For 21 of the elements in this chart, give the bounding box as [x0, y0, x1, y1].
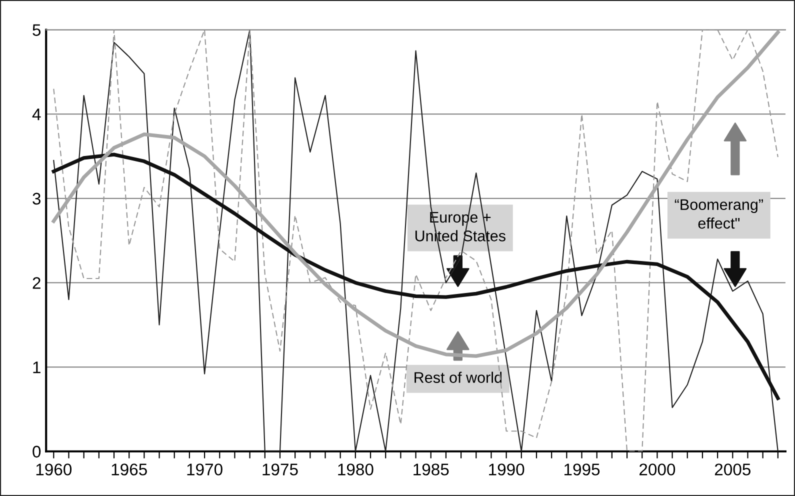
x-tick-label: 1965 — [112, 464, 147, 476]
x-tick-label: 1975 — [262, 464, 298, 476]
x-tick-label: 1970 — [187, 464, 222, 476]
line-series — [52, 152, 780, 400]
x-tick-label: 1990 — [489, 464, 524, 476]
y-tick-label: 3 — [32, 192, 41, 205]
annotation: Rest of world — [414, 372, 502, 383]
x-tick-label: 2000 — [640, 464, 676, 476]
y-tick-label: 4 — [32, 108, 41, 120]
x-tick-label: 1980 — [338, 464, 374, 476]
x-tick-label: 1985 — [414, 464, 449, 476]
line-series — [53, 30, 778, 452]
x-tick-label: 2005 — [714, 464, 750, 476]
x-tick-label: 1960 — [36, 464, 72, 476]
line-series — [52, 30, 780, 358]
y-tick-label: 5 — [32, 24, 41, 36]
y-tick-label: 2 — [32, 277, 40, 289]
y-tick-label: 1 — [33, 362, 40, 374]
x-tick-label: 1995 — [564, 464, 600, 476]
annotation: “Boomerang” effect" — [674, 199, 763, 229]
y-tick-label: 0 — [32, 446, 41, 458]
